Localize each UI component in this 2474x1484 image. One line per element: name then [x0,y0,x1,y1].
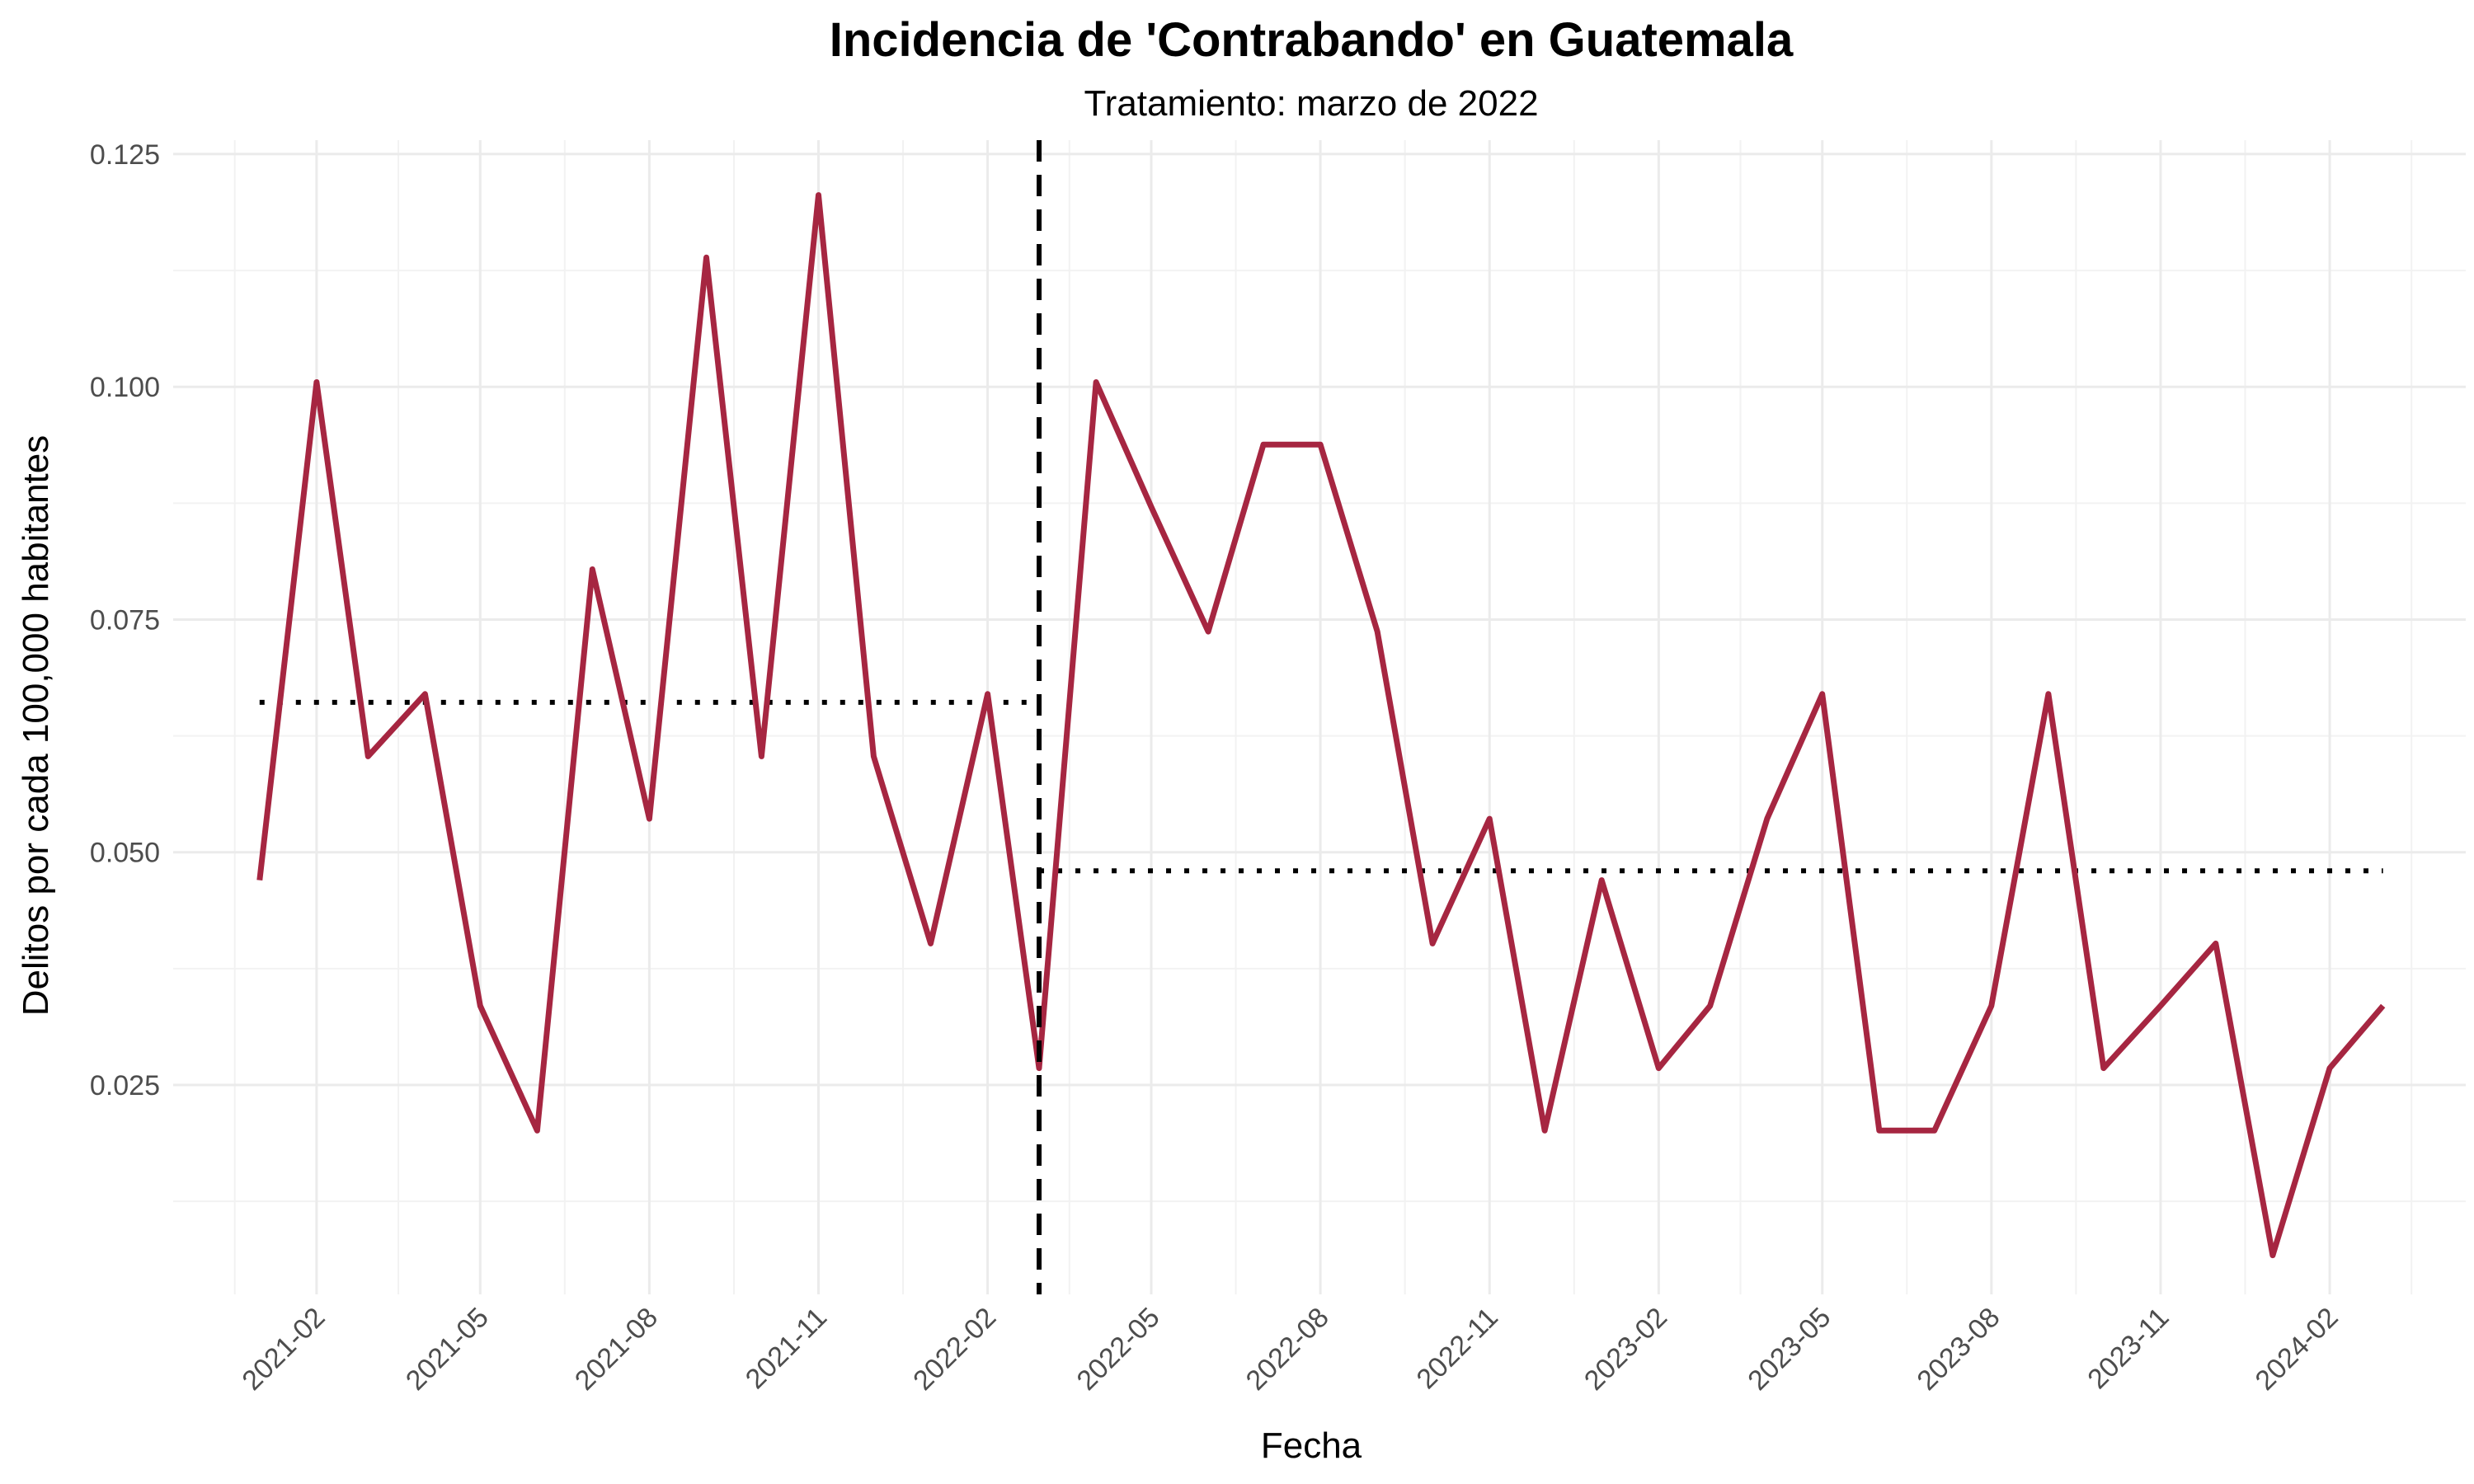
x-tick-label: 2022-08 [1240,1302,1335,1397]
x-tick-label: 2023-02 [1578,1302,1673,1397]
x-axis-title: Fecha [1261,1425,1362,1466]
y-axis-ticks: 0.025 0.050 0.075 0.100 0.125 [90,139,160,1101]
y-tick-label: 0.125 [90,139,160,171]
x-tick-label: 2023-08 [1911,1302,2006,1397]
x-tick-label: 2023-05 [1742,1302,1837,1397]
mean-lines [259,699,2383,874]
series-line [256,192,2386,1259]
y-tick-label: 0.075 [90,604,160,636]
y-tick-label: 0.050 [90,838,160,869]
chart-title: Incidencia de 'Contrabando' en Guatemala [830,13,1794,67]
x-tick-label: 2021-11 [740,1302,833,1395]
chart-subtitle: Tratamiento: marzo de 2022 [1084,83,1538,124]
x-axis-ticks: 2021-02 2021-05 2021-08 2021-11 2022-02 2022-… [236,1302,2344,1397]
grid-major [173,140,2466,1294]
x-tick-label: 2021-05 [400,1302,495,1397]
x-tick-label: 2022-05 [1071,1302,1166,1397]
series [256,192,2386,1259]
y-tick-label: 0.025 [90,1070,160,1101]
y-axis-title: Delitos por cada 100,000 habitantes [16,435,56,1017]
x-tick-label: 2022-02 [907,1302,1002,1397]
x-tick-label: 2024-02 [2250,1302,2345,1397]
y-tick-label: 0.100 [90,372,160,403]
x-tick-label: 2022-11 [1411,1302,1504,1395]
x-tick-label: 2021-02 [236,1302,331,1397]
x-tick-label: 2021-08 [569,1302,664,1397]
x-tick-label: 2023-11 [2081,1302,2175,1395]
